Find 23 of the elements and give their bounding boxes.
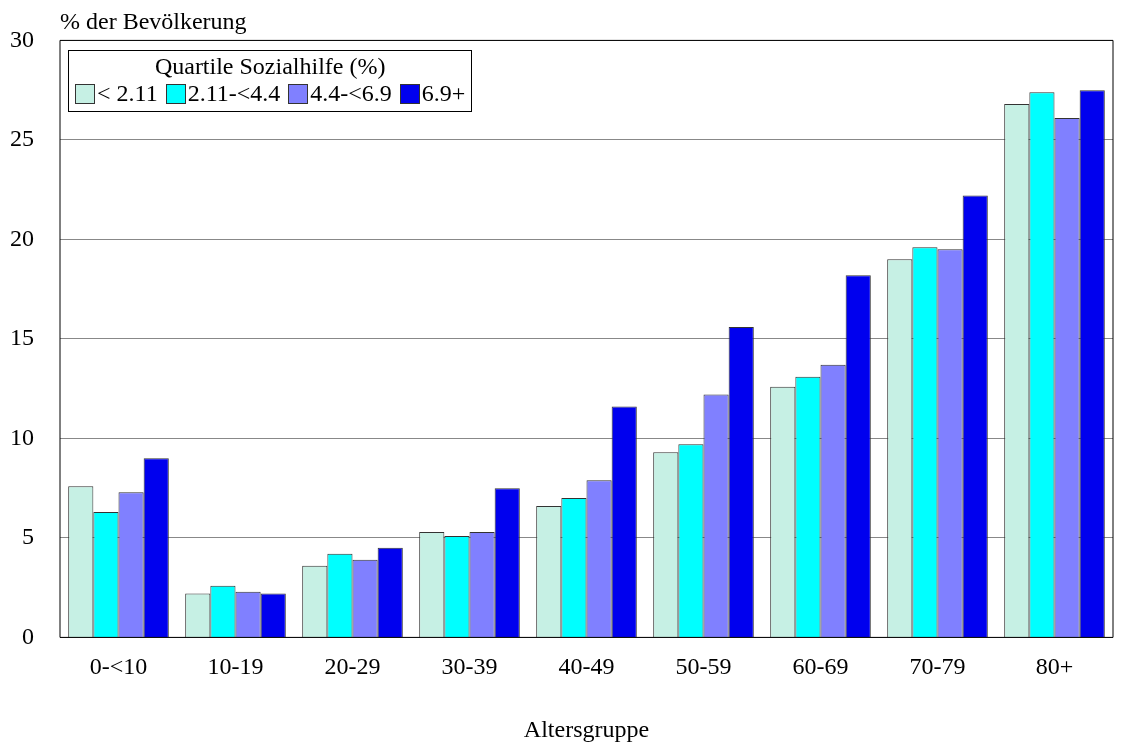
y-tick-label: 15 bbox=[10, 324, 34, 351]
x-tick-label: 70-79 bbox=[909, 653, 966, 680]
x-tick-label: 30-39 bbox=[441, 653, 498, 680]
y-tick-label: 25 bbox=[10, 125, 34, 152]
y-tick-label: 30 bbox=[10, 25, 34, 52]
x-tick-label: 0-<10 bbox=[89, 653, 148, 680]
y-tick-label: 10 bbox=[10, 423, 34, 450]
legend-title: Quartile Sozialhilfe (%) bbox=[153, 53, 387, 81]
y-axis-title: % der Bevölkerung bbox=[60, 8, 247, 35]
legend-label: < 2.11 bbox=[97, 80, 158, 108]
y-tick-label: 20 bbox=[10, 224, 34, 251]
legend-label: 4.4-<6.9 bbox=[310, 80, 392, 108]
x-tick-label: 80+ bbox=[1035, 653, 1074, 680]
legend-label: 2.11-<4.4 bbox=[187, 80, 281, 108]
y-tick-label: 0 bbox=[22, 622, 34, 649]
legend-label: 6.9+ bbox=[421, 80, 466, 108]
y-tick-label: 5 bbox=[22, 523, 34, 550]
x-tick-label: 50-59 bbox=[675, 653, 732, 680]
x-tick-label: 20-29 bbox=[324, 653, 381, 680]
x-axis-title: Altersgruppe bbox=[523, 715, 650, 742]
x-tick-label: 10-19 bbox=[207, 653, 264, 680]
x-tick-label: 40-49 bbox=[558, 653, 615, 680]
x-tick-label: 60-69 bbox=[792, 653, 849, 680]
